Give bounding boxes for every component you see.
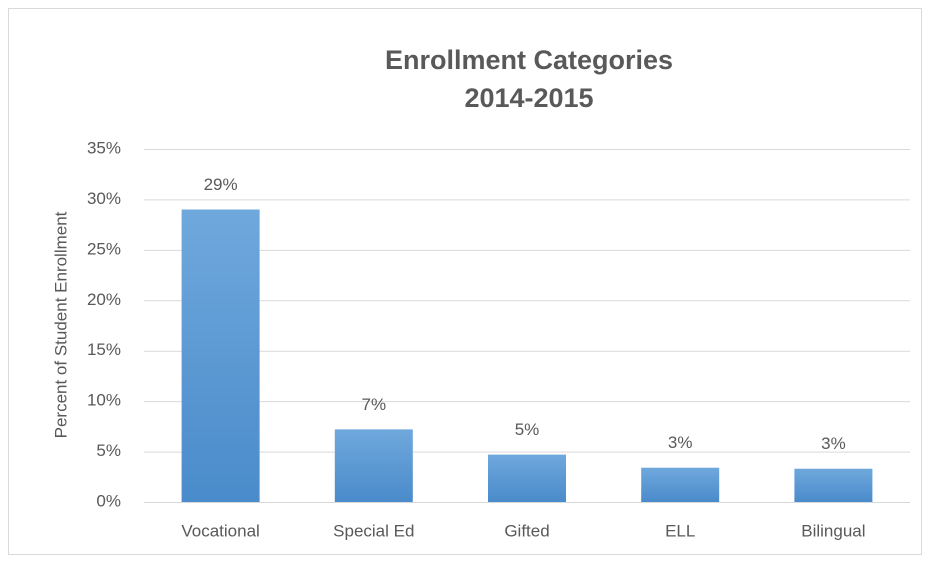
y-tick-label: 20% [87,290,121,309]
x-tick-label: Gifted [504,521,549,540]
y-tick-label: 30% [87,189,121,208]
y-tick-label: 15% [87,340,121,359]
y-axis-label: Percent of Student Enrollment [51,211,70,438]
data-label: 5% [515,420,540,439]
data-label: 7% [362,395,387,414]
bar [641,467,720,502]
chart-subtitle: 2014-2015 [464,83,593,113]
y-tick-label: 0% [96,491,121,510]
y-tick-label: 5% [96,441,121,460]
chart-border [8,8,922,555]
bar [488,454,566,502]
x-tick-label: Special Ed [333,521,414,540]
y-tick-label: 10% [87,391,121,410]
bar [181,209,260,502]
y-tick-label: 25% [87,239,121,258]
x-tick-label: Bilingual [801,521,865,540]
data-label: 29% [204,175,238,194]
data-label: 3% [668,433,693,452]
bar [334,429,413,502]
data-label: 3% [821,434,846,453]
y-tick-label: 35% [87,138,121,157]
x-tick-label: Vocational [181,521,259,540]
chart-title: Enrollment Categories [385,45,673,75]
x-tick-label: ELL [665,521,695,540]
bar [794,468,873,502]
